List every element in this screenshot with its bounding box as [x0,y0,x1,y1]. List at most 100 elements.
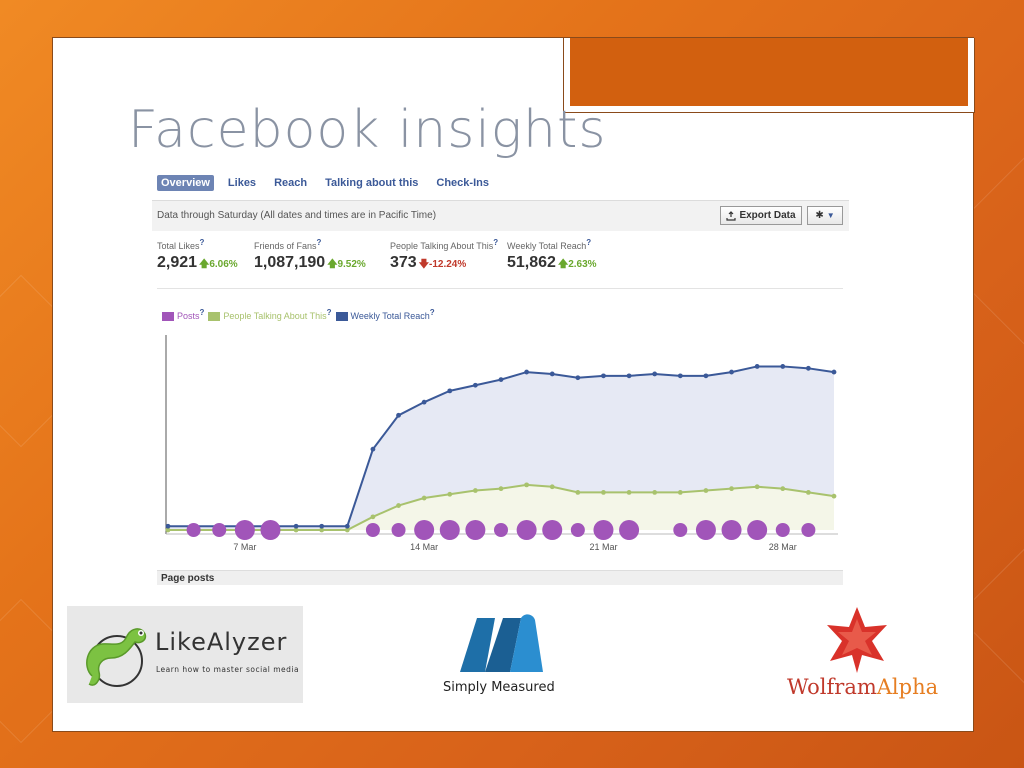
settings-dropdown-button[interactable]: ✱ ▼ [807,206,843,225]
reach-line-point [626,373,632,379]
talking-line-point [601,490,606,495]
arrow-down-icon: 🡇 [418,259,429,270]
insights-tabs: Overview Likes Reach Talking about this … [157,175,493,191]
chevron-down-icon: ▼ [826,211,835,220]
help-icon[interactable]: ? [199,238,205,247]
post-bubble [747,520,768,540]
reach-line-point [601,373,606,379]
simply-measured-name: Simply Measured [443,680,555,695]
legend-item-talking[interactable]: People Talking About This? [208,308,332,322]
post-bubble [801,523,816,537]
export-icon [726,210,737,221]
talking-line-point [293,527,299,533]
reach-line-point [370,446,376,452]
reach-line-point [447,388,453,394]
export-data-label: Export Data [739,210,796,221]
talking-line-point [652,490,658,495]
x-tick-label: 14 Mar [410,542,438,552]
stat-people-talking: People Talking About This? 373 🡇-12.24% [390,238,498,274]
help-icon[interactable]: ? [586,238,592,247]
reach-line-point [575,375,581,381]
data-bar: Data through Saturday (All dates and tim… [152,200,849,231]
reach-line-point [165,523,171,529]
post-bubble [775,523,790,537]
tab-likes[interactable]: Likes [227,177,257,189]
tab-talking-about-this[interactable]: Talking about this [325,177,419,189]
stat-total-likes: Total Likes? 2,921 🡅6.06% [157,238,238,274]
talking-line-point [524,482,530,488]
likealyzer-logo: LikeAlyzer Learn how to master social me… [67,606,303,703]
stats-row: Total Likes? 2,921 🡅6.06% Friends of Fans… [157,238,847,288]
wolfram-alpha-logo: WolframAlpha [782,605,942,705]
simply-measured-mark-icon [460,614,543,672]
reach-area [168,366,834,530]
reach-line-point [652,371,658,377]
talking-line-point [498,486,504,492]
reach-line-point [293,523,299,529]
talking-line-point [319,527,325,533]
x-tick-label: 7 Mar [233,542,256,552]
insights-panel: Overview Likes Reach Talking about this … [152,170,849,585]
x-tick-label: 28 Mar [769,542,797,552]
talking-line-point [344,527,350,533]
data-note: Data through Saturday (All dates and tim… [157,210,437,221]
tab-reach[interactable]: Reach [274,177,308,189]
page-posts-header: Page posts [157,570,843,585]
stat-value: 2,921 [157,254,198,271]
gecko-icon [86,628,147,687]
legend-item-posts[interactable]: Posts? [162,308,204,322]
stat-value: 51,862 [507,254,556,271]
reach-line-point [780,364,786,369]
export-data-button[interactable]: Export Data [720,206,802,225]
post-bubble [365,523,380,537]
post-bubble [186,523,201,537]
talking-line-point [626,490,632,495]
stat-change: 2.63% [568,259,597,270]
stat-label: People Talking About This [390,241,494,251]
post-bubble [542,520,563,540]
talking-line-point [703,488,709,493]
likealyzer-tagline: Learn how to master social media [156,665,300,674]
stat-value: 1,087,190 [254,254,326,271]
reach-line-point [319,523,325,529]
reach-line-point [549,371,555,377]
post-bubble [391,523,406,537]
talking-line-point [549,484,555,490]
post-bubble [234,520,255,540]
talking-line-point [780,486,786,492]
wolfram-star-icon [827,607,887,673]
reach-line-point [524,369,530,375]
likealyzer-name: LikeAlyzer [155,628,288,656]
post-bubble [465,520,486,540]
arrow-up-icon: 🡅 [327,259,338,270]
talking-area [168,484,834,530]
stat-value: 373 [390,254,417,271]
arrow-up-icon: 🡅 [199,259,210,270]
tab-overview[interactable]: Overview [157,175,214,191]
talking-line-point [677,490,683,495]
arrow-up-icon: 🡅 [557,259,569,270]
stat-change: 6.06% [209,259,238,270]
talking-line-point [831,493,837,499]
post-bubble [593,520,614,540]
stat-label: Weekly Total Reach [507,241,587,251]
reach-line-point [703,373,709,379]
talking-line-point [421,495,427,501]
stat-change: -12.24% [428,259,467,270]
post-bubble [414,520,435,540]
reach-line-point [805,365,811,371]
reach-line-point [498,377,504,382]
talking-line-point [575,490,581,495]
simply-measured-logo: Simply Measured [430,610,570,700]
tab-check-ins[interactable]: Check-Ins [436,177,489,189]
help-icon[interactable]: ? [493,238,499,247]
post-bubble [516,520,537,540]
post-bubble [695,520,716,540]
slide-title: Facebook insights [128,100,607,160]
post-bubble [212,523,227,537]
stat-label: Friends of Fans [254,241,317,251]
help-icon[interactable]: ? [316,238,322,247]
talking-line-point [396,503,401,508]
reach-line-point [677,373,683,379]
legend-item-reach[interactable]: Weekly Total Reach? [335,308,435,322]
